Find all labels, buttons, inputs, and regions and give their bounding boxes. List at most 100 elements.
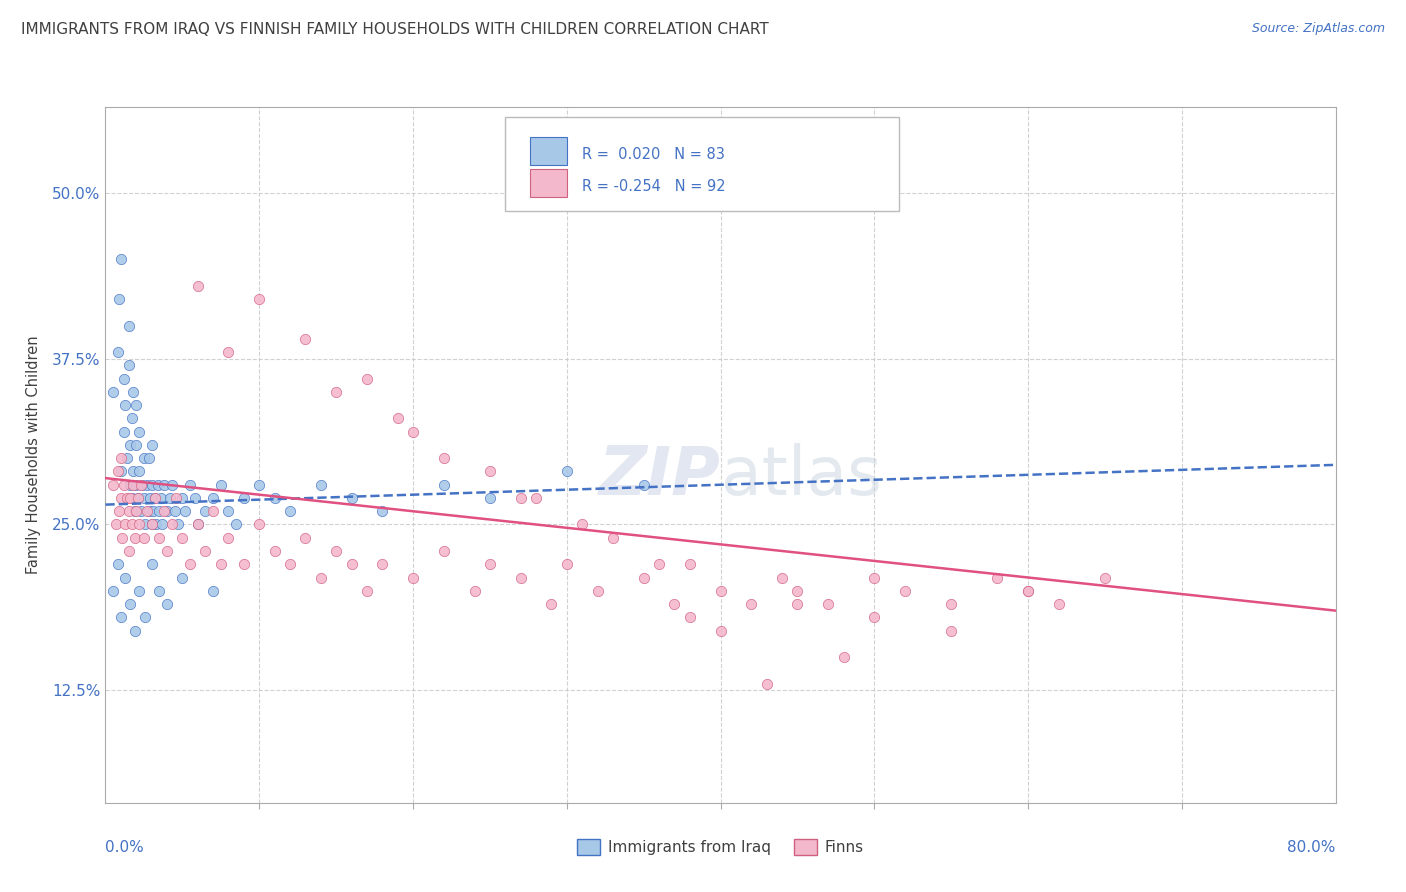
Point [602, 531, 624, 545]
Point [160, 477, 183, 491]
Point [679, 558, 702, 572]
Point [101, 583, 124, 598]
Point [786, 583, 808, 598]
Point [124, 624, 146, 638]
Point [128, 425, 150, 439]
Point [232, 558, 254, 572]
Point [129, 504, 152, 518]
Point [120, 477, 141, 491]
Point [163, 504, 186, 518]
Text: ZIP: ZIP [599, 442, 721, 508]
Point [107, 558, 129, 572]
Point [433, 477, 456, 491]
Point [129, 477, 152, 491]
Point [115, 491, 138, 505]
Point [108, 504, 131, 518]
Point [172, 570, 194, 584]
Point [110, 491, 132, 505]
Point [340, 558, 363, 572]
Point [340, 491, 363, 505]
Point [1017, 583, 1039, 598]
Point [247, 292, 270, 306]
Text: Source: ZipAtlas.com: Source: ZipAtlas.com [1251, 22, 1385, 36]
FancyBboxPatch shape [530, 137, 567, 165]
Y-axis label: Family Households with Children: Family Households with Children [25, 335, 41, 574]
Point [127, 491, 149, 505]
Point [127, 491, 149, 505]
Point [183, 491, 205, 505]
Point [128, 583, 150, 598]
Point [679, 610, 702, 624]
Point [112, 425, 135, 439]
Point [134, 610, 156, 624]
Point [122, 465, 145, 479]
Point [187, 517, 209, 532]
Point [187, 517, 209, 532]
Point [136, 477, 159, 491]
Point [110, 451, 132, 466]
Text: atlas: atlas [721, 442, 882, 508]
Point [112, 477, 135, 491]
Point [433, 544, 456, 558]
Point [1017, 583, 1039, 598]
Point [232, 491, 254, 505]
Point [863, 570, 886, 584]
Point [941, 597, 963, 611]
Point [633, 477, 655, 491]
Point [117, 318, 139, 333]
Point [114, 570, 136, 584]
Point [247, 517, 270, 532]
Point [356, 583, 378, 598]
Point [131, 477, 153, 491]
Point [172, 531, 194, 545]
FancyBboxPatch shape [530, 169, 567, 197]
Text: 0.0%: 0.0% [105, 840, 145, 855]
Point [134, 517, 156, 532]
Point [141, 517, 163, 532]
Text: R =  0.020   N = 83: R = 0.020 N = 83 [582, 146, 724, 161]
Point [110, 610, 132, 624]
Point [309, 477, 332, 491]
Point [160, 517, 183, 532]
Point [132, 491, 155, 505]
Point [132, 531, 155, 545]
Point [770, 570, 793, 584]
Point [121, 517, 143, 532]
Point [218, 345, 240, 359]
Point [101, 477, 124, 491]
Point [540, 597, 562, 611]
Point [143, 491, 166, 505]
Point [202, 583, 225, 598]
Point [125, 504, 148, 518]
Point [202, 504, 225, 518]
Point [278, 558, 301, 572]
Point [150, 517, 173, 532]
Point [156, 544, 179, 558]
Point [402, 570, 425, 584]
Point [124, 531, 146, 545]
Point [142, 504, 165, 518]
Point [524, 491, 547, 505]
Point [187, 279, 209, 293]
Point [121, 411, 143, 425]
Point [172, 491, 194, 505]
Point [710, 624, 733, 638]
Point [509, 570, 531, 584]
Point [156, 597, 179, 611]
Point [478, 465, 501, 479]
Point [128, 517, 150, 532]
Point [122, 477, 145, 491]
Point [225, 517, 247, 532]
Point [478, 558, 501, 572]
Point [218, 531, 240, 545]
Point [121, 491, 143, 505]
Point [633, 570, 655, 584]
Point [138, 504, 160, 518]
Point [145, 517, 167, 532]
Point [107, 345, 129, 359]
Point [179, 558, 201, 572]
Point [146, 477, 169, 491]
FancyBboxPatch shape [505, 118, 898, 211]
Point [710, 583, 733, 598]
Point [115, 451, 138, 466]
